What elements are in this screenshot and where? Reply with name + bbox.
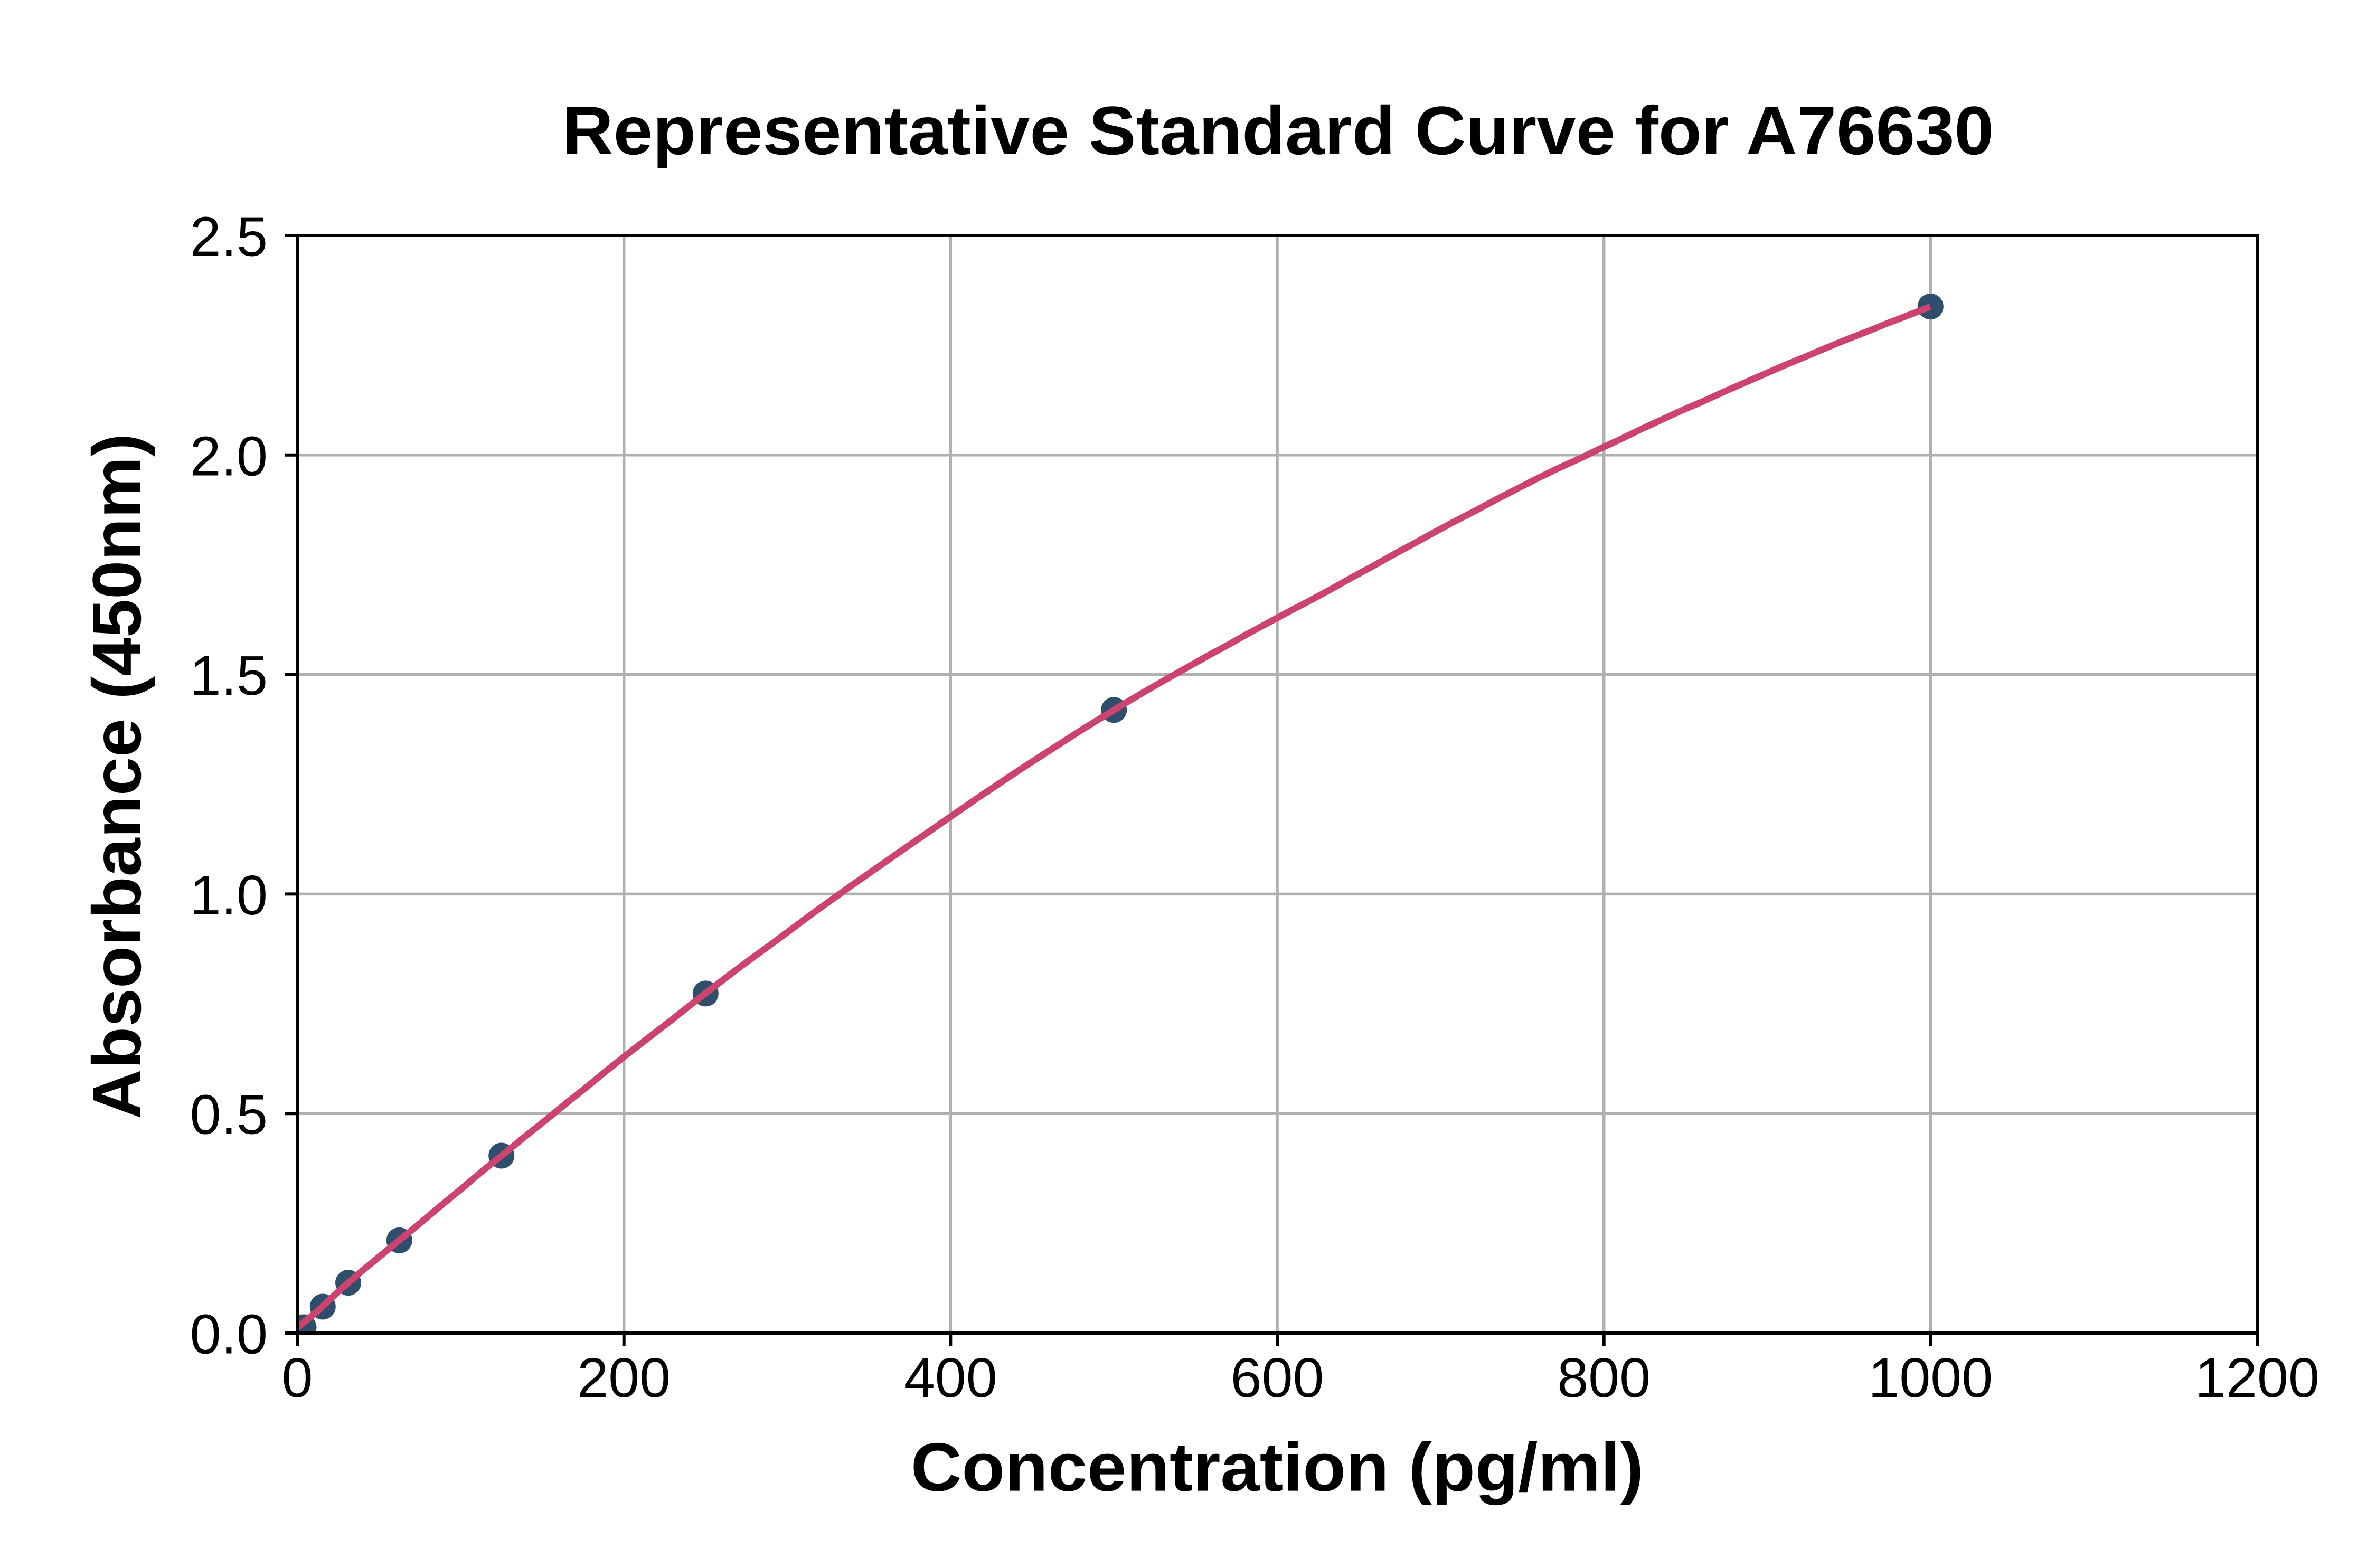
svg-text:Representative Standard Curve: Representative Standard Curve for A76630 (562, 92, 1994, 169)
svg-text:0.0: 0.0 (190, 1303, 268, 1366)
svg-text:0.5: 0.5 (190, 1084, 268, 1146)
svg-text:600: 600 (1231, 1347, 1324, 1409)
svg-text:1.0: 1.0 (190, 864, 268, 927)
svg-text:1000: 1000 (1868, 1347, 1993, 1409)
svg-text:1200: 1200 (2195, 1347, 2320, 1409)
svg-text:Absorbance (450nm): Absorbance (450nm) (78, 433, 155, 1119)
svg-text:2.5: 2.5 (190, 206, 268, 268)
svg-text:200: 200 (577, 1347, 671, 1409)
svg-text:1.5: 1.5 (190, 645, 268, 707)
svg-text:400: 400 (904, 1347, 997, 1409)
svg-text:2.0: 2.0 (190, 425, 268, 487)
svg-text:Concentration (pg/ml): Concentration (pg/ml) (911, 1429, 1644, 1506)
svg-text:0: 0 (282, 1347, 313, 1409)
svg-text:800: 800 (1557, 1347, 1651, 1409)
